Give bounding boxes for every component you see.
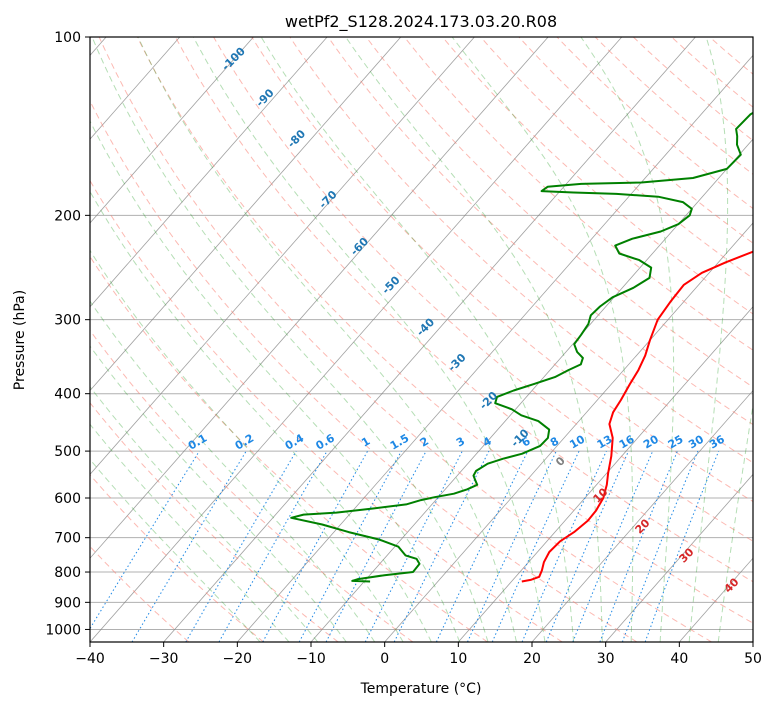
mixing-ratio-line — [573, 451, 653, 642]
wetbulb-label: -20 — [477, 389, 500, 412]
dry-adiabat-line — [633, 37, 775, 642]
x-tick-label: 20 — [523, 651, 541, 667]
isotherm-line — [0, 37, 327, 642]
mixing-ratio-line — [219, 451, 327, 642]
y-tick-label: 700 — [54, 531, 81, 547]
wetbulb-label: -50 — [379, 273, 402, 296]
y-tick-label: 600 — [54, 491, 81, 507]
x-tick-label: −20 — [223, 651, 253, 667]
mixing-ratio-label: 0.4 — [283, 431, 307, 452]
mixing-ratio-label: 1.5 — [388, 432, 411, 453]
moist-adiabat-line — [689, 37, 728, 642]
mixing-ratio-label: 3 — [454, 435, 467, 450]
isotherm-line — [385, 37, 775, 642]
plot-frame — [90, 37, 753, 642]
dry-adiabat-line — [252, 37, 775, 642]
mixing-ratio-line — [326, 451, 426, 642]
temperature-profile — [522, 37, 775, 582]
moist-adiabat-line — [193, 37, 545, 642]
x-tick-label: 10 — [449, 651, 467, 667]
mixing-ratio-line — [263, 451, 368, 642]
wetbulb-label: -60 — [348, 235, 371, 258]
y-tick-label: 300 — [54, 313, 81, 329]
mixing-ratio-label: 1 — [359, 435, 372, 450]
mixing-ratio-line — [492, 451, 579, 642]
x-axis-title: Temperature (°C) — [360, 681, 482, 697]
x-tick-label: 0 — [380, 651, 389, 667]
mixing-ratio-line — [600, 451, 678, 642]
x-tick-label: 40 — [670, 651, 688, 667]
y-tick-label: 800 — [54, 565, 81, 581]
isotherm-line — [753, 37, 775, 642]
mixing-ratio-label: 0.6 — [314, 431, 338, 452]
mixing-ratio-line — [82, 451, 200, 642]
y-tick-label: 200 — [54, 208, 81, 224]
isotherm-line — [164, 37, 696, 642]
mixing-ratio-label: 8 — [548, 435, 561, 450]
moist-adiabat-line — [138, 37, 517, 642]
y-axis-title: Pressure (hPa) — [12, 290, 28, 390]
x-tick-label: −10 — [296, 651, 326, 667]
dry-adiabat-line — [710, 37, 775, 642]
wetbulb-label: -30 — [445, 351, 468, 374]
wetbulb-label: -80 — [285, 127, 308, 150]
dry-adiabat-line — [0, 37, 338, 642]
x-tick-label: 30 — [597, 651, 615, 667]
mixing-ratio-label: 30 — [686, 432, 706, 451]
moist-adiabat-line — [261, 37, 573, 642]
dry-adiabat-line — [366, 37, 775, 642]
mixing-ratio-label: 20 — [641, 432, 661, 451]
chart-title: wetPf2_S128.2024.173.03.20.R08 — [285, 12, 557, 32]
mixing-ratio-label: 0.2 — [233, 432, 256, 453]
y-tick-label: 900 — [54, 595, 81, 611]
dry-adiabat-line — [0, 37, 413, 642]
moist-adiabat-line — [0, 37, 260, 642]
isotherm-line — [679, 37, 775, 642]
moist-adiabat-line — [92, 37, 488, 642]
y-tick-label: 500 — [54, 444, 81, 460]
moist-adiabat-line — [20, 37, 431, 642]
y-tick-label: 100 — [54, 30, 81, 46]
y-tick-label: 1000 — [45, 622, 81, 638]
isotherm-line — [311, 37, 775, 642]
mixing-ratio-label: 10 — [567, 432, 587, 451]
dry-adiabat-label: 40 — [722, 575, 742, 595]
dry-adiabat-line — [23, 37, 563, 642]
moist-adiabat-line — [718, 37, 775, 642]
dry-adiabat-line — [404, 37, 775, 642]
mixing-ratio-label: 2 — [418, 435, 431, 450]
mixing-ratio-label: 25 — [666, 433, 686, 452]
dry-adiabat-line — [0, 37, 263, 642]
moist-adiabat-line — [0, 37, 375, 642]
x-tick-label: −30 — [149, 651, 179, 667]
moist-adiabat-line — [0, 37, 403, 642]
isotherm-line — [90, 37, 622, 642]
y-tick-label: 400 — [54, 387, 81, 403]
dry-adiabat-label: 20 — [633, 516, 653, 536]
wetbulb-label: -100 — [219, 44, 248, 73]
x-tick-label: −40 — [75, 651, 105, 667]
isotherm-line — [0, 37, 253, 642]
dry-adiabat-line — [99, 37, 712, 642]
dry-adiabat-label: 30 — [677, 545, 697, 565]
mixing-ratio-label: 16 — [617, 432, 637, 451]
isotherm-line — [16, 37, 548, 642]
mixing-ratio-line — [186, 451, 296, 642]
x-tick-label: 50 — [744, 651, 762, 667]
isotherm-line — [458, 37, 775, 642]
wetbulb-label: -40 — [414, 315, 437, 338]
moist-adiabat-line — [581, 37, 674, 642]
moist-adiabat-line — [0, 37, 289, 642]
dry-adiabat-line — [443, 37, 775, 642]
dry-adiabat-line — [0, 37, 189, 642]
